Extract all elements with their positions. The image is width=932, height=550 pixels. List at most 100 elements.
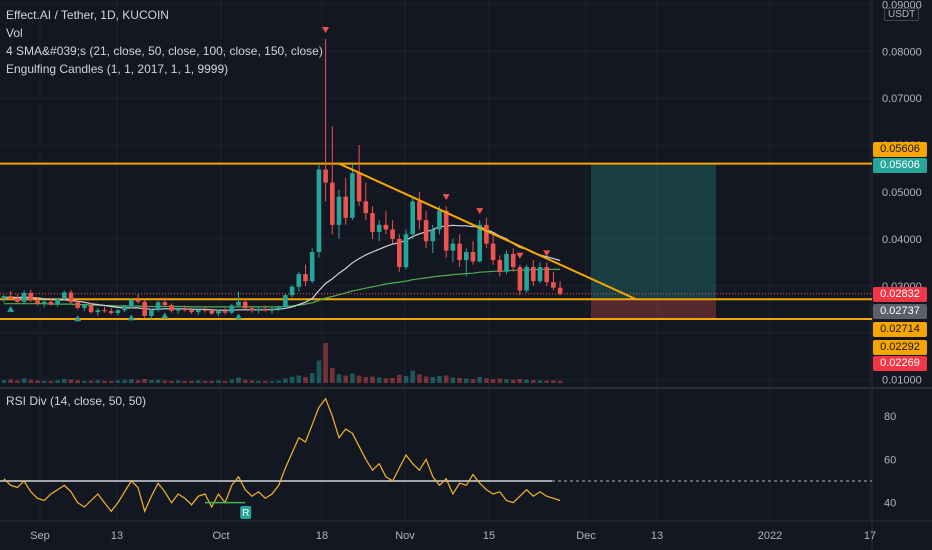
candle-body [35,300,40,304]
candle-body [182,308,188,311]
candle-body [149,310,154,316]
rsi-legend[interactable]: RSI Div (14, close, 50, 50) [6,394,147,408]
candle-body [88,305,94,313]
volume-bar [175,380,181,383]
time-tick-label: 17 [864,530,876,542]
currency-label[interactable]: USDT [884,8,920,21]
volume-legend[interactable]: Vol [6,26,23,40]
candle-body [537,267,543,282]
volume-bar [283,378,288,383]
volume-bar [323,343,328,383]
volume-bar [149,380,154,383]
symbol-title[interactable]: Effect.AI / Tether, 1D, KUCOIN [6,8,169,22]
candle-body [209,310,214,314]
time-tick-label: 2022 [758,530,782,542]
candle-body [28,292,34,301]
volume-bar [48,381,54,383]
candle-body [490,243,496,261]
stop-zone [591,299,716,320]
candle-body [263,308,268,311]
candle-body [48,301,54,305]
candle-body [510,253,516,268]
volume-bar [88,380,94,383]
rsi-tick-label: 40 [884,498,896,510]
bullish-engulfing-marker [161,312,169,319]
trendline [338,162,637,301]
time-tick-label: Sep [30,530,50,542]
candle-body [175,308,181,311]
volume-bar [336,374,342,383]
candle-body [202,309,208,311]
time-tick-label: 15 [483,530,495,542]
moving-averages [3,224,561,311]
candle-body [350,173,355,218]
candle-body [450,243,456,251]
candle-body [356,173,362,202]
volume-bar [410,370,415,383]
candle-body [323,169,328,183]
candle-body [236,301,241,306]
volume-bar [343,375,348,383]
volume-bar [544,380,549,383]
target-zone [591,163,716,300]
volume-bar [417,374,422,383]
candle-body [551,282,556,288]
volume-bar [504,379,509,383]
candle-body [62,292,67,299]
volume-bar [269,381,275,383]
candle-body [75,302,80,308]
volume-bars [1,343,563,383]
candle-body [336,196,342,225]
volume-bar [115,380,121,383]
volume-bar [249,380,255,383]
candle-body [363,201,369,214]
volume-bar [263,380,268,383]
engulfing-legend[interactable]: Engulfing Candles (1, 1, 2017, 1, 1, 999… [6,62,229,76]
candle-body [41,301,47,304]
candle-body [531,267,536,282]
bullish-engulfing-marker [74,315,82,322]
candle-body [464,252,469,261]
divergence-badge [240,506,252,519]
bullish-engulfing-marker [7,305,15,312]
candle-body [557,287,563,294]
price-tick-label: 0.01000 [882,375,922,387]
volume-bar [477,377,482,383]
volume-bar [169,380,174,383]
volume-bar [182,381,188,383]
candle-body [21,292,27,302]
volume-bar [443,375,449,383]
candle-body [423,220,429,242]
candle-body [376,224,382,232]
sma-legend[interactable]: 4 SMA&#039;s (21, close, 50, close, 100,… [6,44,323,58]
candle-body [189,310,194,313]
candle-body [222,311,228,313]
candle-body [95,310,101,313]
candle-body [122,306,127,311]
volume-bar [229,379,235,383]
price-tag: 0.02832 [873,287,927,302]
candle-body [417,201,422,221]
volume-bar [470,379,476,383]
candle-body [390,229,395,239]
volume-bar [276,380,281,383]
candle-body [289,286,295,296]
volume-bar [356,375,362,383]
volume-bar [397,375,402,383]
candle-body [484,224,489,244]
candle-body [303,274,308,282]
volume-bar [21,378,27,383]
candle-body [410,201,415,235]
candle-body [15,298,20,302]
volume-bar [135,380,141,383]
candle-body [437,210,442,230]
candle-body [477,224,482,262]
rsi-tick-label: 80 [884,411,896,423]
bearish-engulfing-marker [516,252,524,259]
volume-bar [236,377,241,383]
engulfing-markers [7,27,551,322]
candles [1,39,563,320]
volume-bar [202,381,208,383]
bearish-engulfing-marker [543,250,551,257]
